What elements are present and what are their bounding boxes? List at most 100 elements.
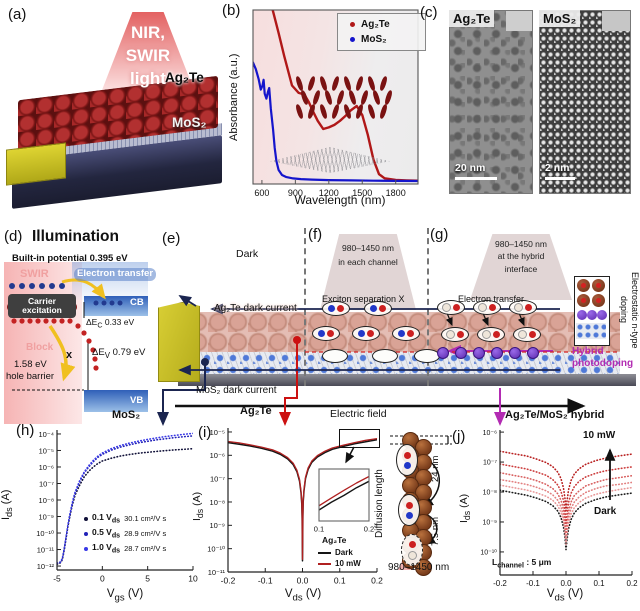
panel-g-label: (g) <box>430 226 449 243</box>
doped-electron <box>587 310 597 320</box>
svg-text:10⁻¹¹: 10⁻¹¹ <box>208 568 226 577</box>
svg-text:10⁻⁵: 10⁻⁵ <box>39 446 54 455</box>
qd-sphere <box>577 294 590 307</box>
exciton-separation-label: Exciton separation X <box>322 294 405 304</box>
j-ylabel: Ids (A) <box>458 493 473 523</box>
svg-text:10⁻⁶: 10⁻⁶ <box>210 451 225 460</box>
panel-c-label: (c) <box>420 4 438 21</box>
electrode-3d <box>6 142 66 186</box>
legend-row-ag2te: Ag₂Te <box>342 17 421 32</box>
j-power-label: 10 mW <box>583 430 616 441</box>
vb-band <box>84 390 148 412</box>
svg-text:-0.1: -0.1 <box>526 579 540 588</box>
dark-label-e: Dark <box>236 248 259 260</box>
electron-transfer-label-g: Electron transfer <box>458 294 525 304</box>
legend-row-mos2: MoS₂ <box>342 32 421 47</box>
nanorod <box>335 89 346 106</box>
svg-text:10⁻⁷: 10⁻⁷ <box>39 479 54 488</box>
svg-text:0.2: 0.2 <box>371 576 383 586</box>
i-legend-line-light <box>318 562 331 565</box>
scalebar-ag2te <box>455 177 497 180</box>
nanorod <box>330 103 341 120</box>
nanorod <box>354 103 365 120</box>
i-inset-title: Ag₂Te <box>322 535 347 545</box>
illumination-title: Illumination <box>32 228 119 245</box>
swir-label: SWIR <box>20 268 49 280</box>
nanorod <box>318 103 329 120</box>
tem-title-mos2: MoS₂ <box>539 10 581 27</box>
delta-ev-label: ΔEV 0.79 eV <box>92 347 146 360</box>
separated-exciton-oval <box>322 349 348 363</box>
nanorod <box>354 75 365 92</box>
svg-text:0.2: 0.2 <box>364 525 374 534</box>
svg-text:10⁻⁶: 10⁻⁶ <box>483 430 497 437</box>
beam-text: NIR, SWIR light <box>125 23 171 88</box>
hybrid-photodoping-label: Hybrid photodoping <box>572 346 634 369</box>
beam-g-text: 980–1450 nm at the hybrid interface <box>495 239 547 274</box>
svg-text:900: 900 <box>288 188 303 198</box>
photodoped-electron <box>473 347 485 359</box>
nanorod <box>330 75 341 92</box>
svg-text:10: 10 <box>188 574 198 584</box>
cb-band <box>84 296 148 316</box>
chain-exciton <box>398 494 420 526</box>
panel-a-label: (a) <box>8 6 27 23</box>
i-xlabel: Vds (V) <box>284 588 322 604</box>
h-legend-value: 30.1 cm²/V s <box>124 514 167 523</box>
i-legend-light: 10 mW <box>318 559 361 568</box>
diffusion-wavelength-label: 980–1450 nm <box>388 562 450 573</box>
ag2te-dark-current-label: Ag₂Te dark current <box>214 303 297 314</box>
exciton-pair <box>513 327 541 342</box>
blocked-hole-dot <box>86 338 92 344</box>
scalebar-label-mos2: 2 nm <box>545 162 570 174</box>
svg-text:10⁻⁷: 10⁻⁷ <box>483 460 497 467</box>
ag2te-inset-chart: 0.1 0.2 <box>314 468 374 534</box>
electric-field-label: Electric field <box>330 408 387 420</box>
svg-text:-5: -5 <box>53 574 61 584</box>
block-label: Block <box>26 342 54 353</box>
tem-title-ag2te: Ag₂Te <box>449 10 495 27</box>
doped-electron <box>597 310 607 320</box>
svg-text:-0.1: -0.1 <box>258 576 273 586</box>
hybrid-output-chart: -0.2 -0.1 0.0 0.1 0.2 10⁻⁶ 10⁻⁷ 10⁻⁸ 10⁻⁹ 10⁻¹⁰ <box>480 430 638 588</box>
svg-text:0.0: 0.0 <box>560 579 572 588</box>
mos2-film-layer <box>188 352 620 374</box>
qd-sphere <box>592 279 605 292</box>
j-dark-label: Dark <box>594 506 617 517</box>
photodoped-electron <box>455 347 467 359</box>
svg-text:10⁻⁴: 10⁻⁴ <box>38 430 54 439</box>
blocked-hole-dot <box>81 330 87 336</box>
i-legend-dark: Dark <box>318 548 353 557</box>
ag2te-label-a: Ag₂Te <box>165 70 204 85</box>
ag2te-output-chart: -0.2 -0.1 0.0 0.1 0.2 10⁻⁵ 10⁻⁶ 10⁻⁷ 10⁻⁸ 10⁻⁹ 10⁻… <box>207 428 383 586</box>
doping-inset-frame <box>574 276 610 346</box>
absorbance-ylabel: Absorbance (a.u.) <box>228 53 240 141</box>
beam-f-text: 980–1450 nm in each channel <box>338 243 398 267</box>
d75-label: 7.5 nm <box>430 516 441 546</box>
cb-label: CB <box>130 297 144 308</box>
tem-vacuum-corner <box>602 11 630 31</box>
h-legend-dot <box>84 531 88 536</box>
exciton-pair <box>312 326 340 341</box>
legend-label-ag2te: Ag₂Te <box>361 19 390 30</box>
diffusion-length-label: Diffusion length <box>374 469 385 539</box>
panel-f-label: (f) <box>308 226 323 243</box>
exciton-pair <box>477 327 505 342</box>
svg-text:10⁻⁸: 10⁻⁸ <box>39 496 54 505</box>
hole-barrier-value: 1.58 eV <box>14 359 47 370</box>
ag2te-column-label: Ag₂Te <box>240 405 272 417</box>
h-legend-dot <box>84 546 88 551</box>
qd-sphere <box>592 294 605 307</box>
panel-d-label: (d) <box>4 228 23 245</box>
svg-text:1800: 1800 <box>386 188 406 198</box>
svg-text:10⁻⁹: 10⁻⁹ <box>38 512 54 521</box>
panel-i-label: (i) <box>198 424 212 441</box>
mos2-mini-layer <box>576 323 606 339</box>
svg-text:10⁻⁶: 10⁻⁶ <box>39 463 54 472</box>
h-xlabel: Vgs (V) <box>106 588 144 604</box>
svg-text:0.0: 0.0 <box>297 576 309 586</box>
i-legend-label-light: 10 mW <box>335 559 361 568</box>
panel-h-label: (h) <box>16 422 35 439</box>
svg-text:0.1: 0.1 <box>334 576 346 586</box>
